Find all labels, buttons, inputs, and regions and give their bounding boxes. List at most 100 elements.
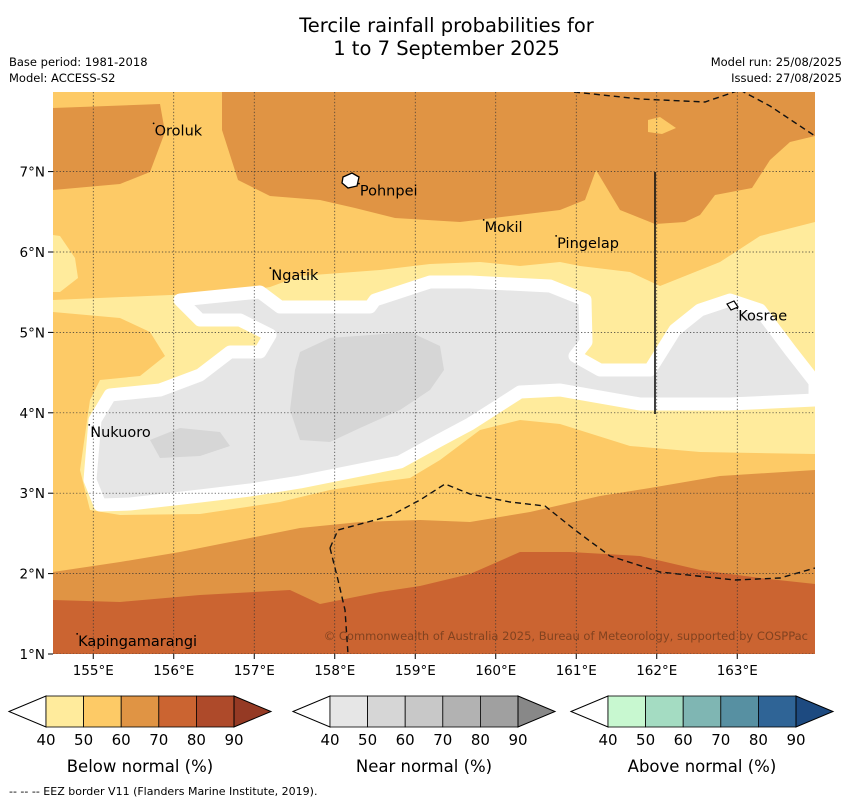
colorbar-title: Above normal (%) [628,757,777,776]
field-below-70-south [53,552,815,654]
colorbar-tick-label: 50 [74,731,93,749]
colorbar-tick-label: 60 [396,731,415,749]
colorbar-swatch [607,695,646,728]
place-marker [152,122,155,125]
place-marker [269,267,272,269]
model-run-text: Model run: 25/08/2025 [710,55,842,69]
colorbar-tick-label: 90 [224,731,243,749]
map-title: Tercile rainfall probabilities for 1 to … [0,14,850,60]
lon-tick-label: 157°E [234,663,275,679]
colorbar-swatch [682,695,722,728]
colorbar-tick-label: 90 [786,731,805,749]
colorbar-swatch [195,695,235,728]
colorbar-0: 40 50 60 70 80 90 Below normal (%) [7,695,273,776]
lon-tick-label: 159°E [395,663,436,679]
colorbar-tick-label: 70 [711,731,730,749]
meta-left: Base period: 1981-2018 Model: ACCESS-S2 [9,54,148,86]
colorbar-tick-label: 90 [508,731,527,749]
model-text: Model: ACCESS-S2 [9,71,116,85]
colorbar-2: 40 50 60 70 80 90 Above normal (%) [569,695,835,776]
colorbar-title: Below normal (%) [67,757,214,776]
colorbar-swatch [645,695,684,728]
place-marker [358,182,360,185]
colorbar-tick-label: 40 [598,731,617,749]
colorbar-swatch [120,695,160,728]
lat-tick-label: 2°N [20,567,45,583]
colorbar-tick-label: 50 [358,731,377,749]
colorbar-swatch [45,695,84,728]
colorbar-swatch [442,695,481,728]
field-near-50-b [150,428,230,458]
colorbar-tick-label: 40 [36,731,55,749]
field-below-50-patch [648,117,676,134]
latitude-axis: 7°N 6°N 5°N 4°N 3°N 2°N 1°N [20,165,53,663]
colorbar-tick-label: 70 [149,731,168,749]
map-credit: © Commonwealth of Australia 2025, Bureau… [324,629,808,643]
place-label: Pohnpei [360,184,418,200]
colorbar-tick-label: 60 [112,731,131,749]
colorbar-swatch [158,695,197,728]
lon-tick-label: 158°E [314,663,355,679]
lat-tick-label: 7°N [20,165,45,181]
title-line-1: Tercile rainfall probabilities for [299,14,594,37]
colorbar-extend-low [291,695,331,728]
lon-tick-label: 161°E [556,663,597,679]
lon-tick-label: 163°E [717,663,758,679]
graticule [53,92,815,654]
forecast-fields [53,92,815,654]
lon-tick-label: 156°E [153,663,194,679]
place-label: Pingelap [557,236,619,252]
colorbar-swatch [404,695,444,728]
colorbar-swatch [720,695,759,728]
base-period-text: Base period: 1981-2018 [9,55,148,69]
longitude-axis: 155°E 156°E 157°E 158°E 159°E 160°E 161°E 162°E… [73,654,758,679]
forecast-map: 155°E 156°E 157°E 158°E 159°E 160°E 161°E 162°E… [20,92,815,679]
field-near-50-a [290,332,444,442]
colorbar-tick-label: 60 [674,731,693,749]
colorbar-tick-label: 80 [187,731,206,749]
colorbar-tick-label: 50 [636,731,655,749]
lat-tick-label: 4°N [20,406,45,422]
kosrae-island-icon [726,300,739,311]
place-marker [482,218,485,221]
colorbar-extend-high [233,695,273,728]
lat-tick-label: 5°N [20,325,45,341]
colorbar-extend-high [517,695,557,728]
place-marker [736,307,739,310]
colorbar-tick-label: 80 [471,731,490,749]
issued-text: Issued: 27/08/2025 [731,71,842,85]
colorbar-swatch [367,695,406,728]
place-labels: Oroluk Pohnpei Mokil Pingelap Ngatik Kosrae Nu… [76,122,787,650]
title-line-2: 1 to 7 September 2025 [333,37,560,60]
place-label: Mokil [485,220,523,236]
colorbars: 40 50 60 70 80 90 Below normal (%) 40 50 60 70 80 90… [7,695,835,776]
colorbar-extend-low [569,695,609,728]
meta-right: Model run: 25/08/2025 Issued: 27/08/2025 [711,54,842,86]
colorbar-tick-label: 70 [433,731,452,749]
pohnpei-island-icon [341,172,360,189]
colorbar-tick-label: 40 [320,731,339,749]
colorbar-1: 40 50 60 70 80 90 Near normal (%) [291,695,557,776]
place-marker [555,235,558,237]
eez-footnote: -- -- -- EEZ border V11 (Flanders Marine… [9,785,318,798]
colorbar-swatch [479,695,519,728]
lat-tick-label: 6°N [20,245,45,261]
lon-tick-label: 160°E [475,663,516,679]
place-label: Kapingamarangi [78,634,197,650]
lon-tick-label: 162°E [636,663,677,679]
colorbar-swatch [329,695,368,728]
colorbar-extend-low [7,695,47,728]
lon-tick-label: 155°E [73,663,114,679]
place-label: Kosrae [738,308,787,324]
lat-tick-label: 3°N [20,486,45,502]
place-label: Nukuoro [90,425,151,441]
place-marker [88,423,91,426]
eez-borders [329,92,815,654]
lat-tick-label: 1°N [20,647,45,663]
colorbar-swatch [758,695,797,728]
colorbar-title: Near normal (%) [356,757,492,776]
place-label: Ngatik [271,268,319,284]
field-near-40 [83,275,815,512]
colorbar-swatch [83,695,122,728]
colorbar-tick-label: 80 [749,731,768,749]
